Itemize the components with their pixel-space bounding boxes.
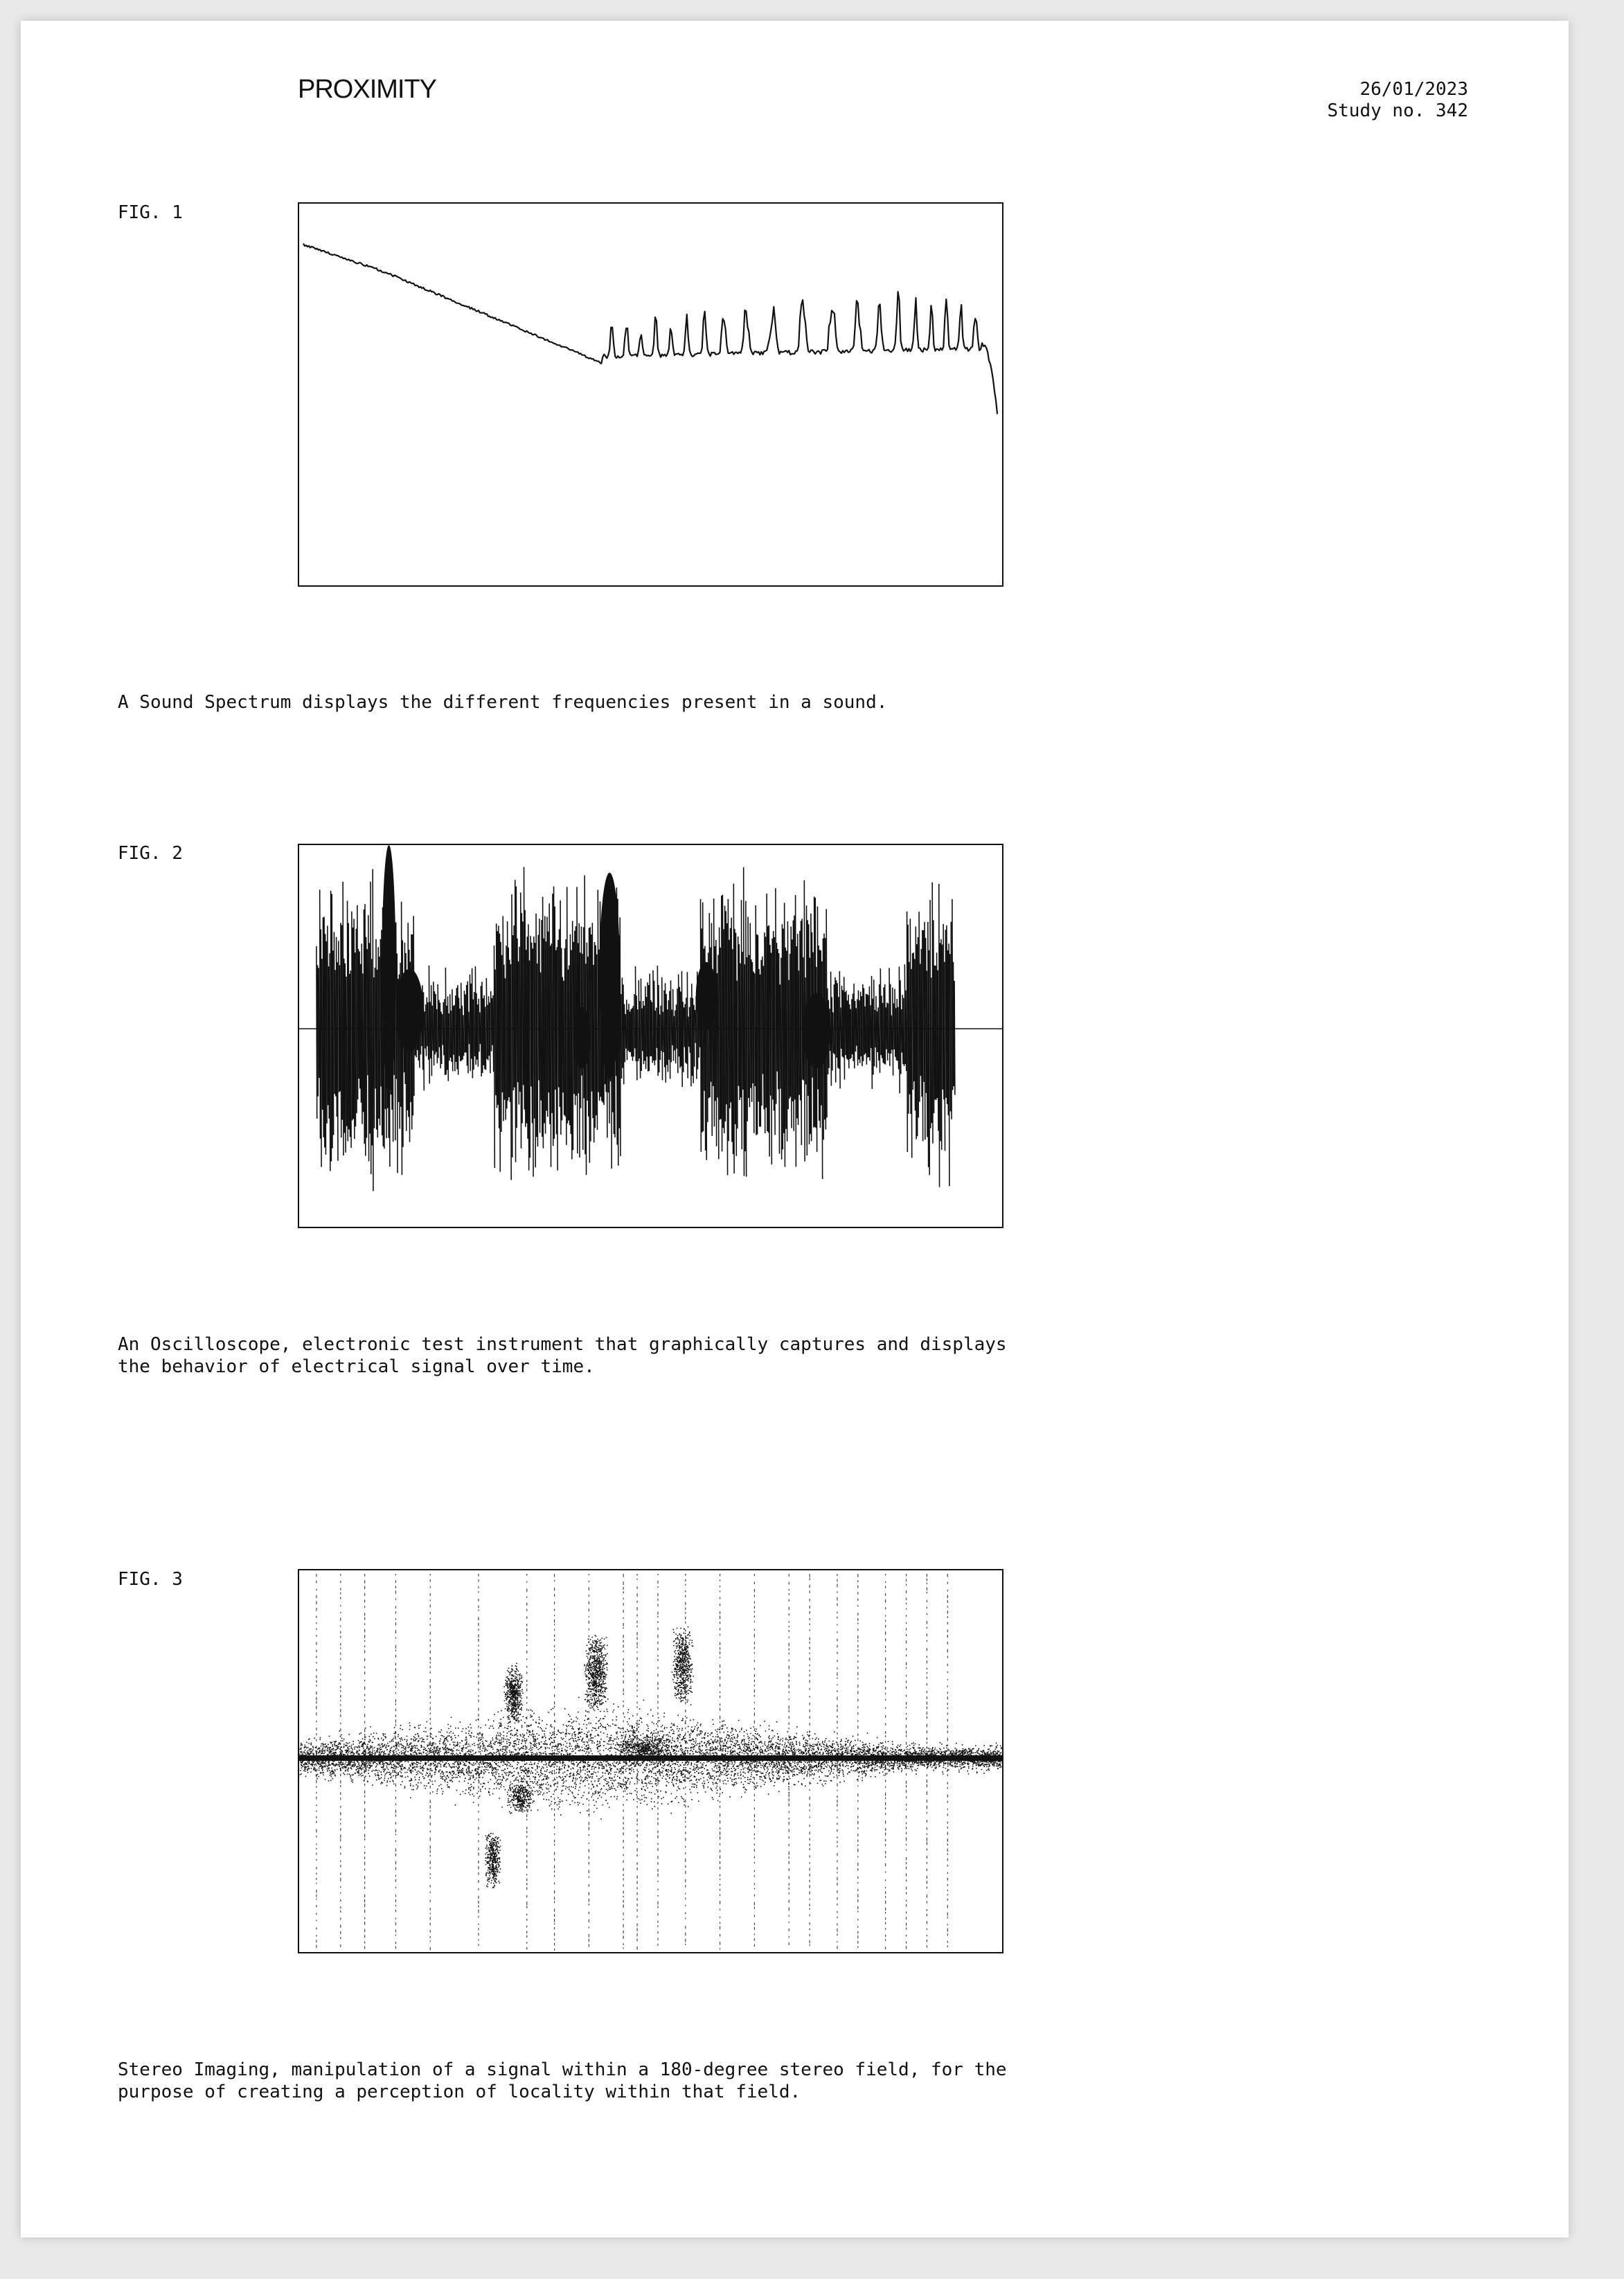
stereo-center-band xyxy=(299,1755,1002,1762)
stereo-vertical-traces xyxy=(316,1573,948,1951)
fig-1-caption: A Sound Spectrum displays the different … xyxy=(118,692,888,713)
fig-3-caption: Stereo Imaging, manipulation of a signal… xyxy=(118,2059,1007,2102)
spectrum-plot xyxy=(303,243,999,414)
stereo-scatter-points xyxy=(299,1626,1002,1888)
oscilloscope-dense-region xyxy=(803,993,830,1069)
fig-2-oscilloscope-frame xyxy=(298,844,1003,1228)
document-date: 26/01/2023 xyxy=(1359,79,1468,100)
fig-1-label: FIG. 1 xyxy=(118,202,183,223)
brand-title: PROXIMITY xyxy=(298,75,437,104)
document-page: PROXIMITY 26/01/2023 Study no. 342 FIG. … xyxy=(21,21,1569,2237)
stereo-scatter-cloud xyxy=(299,1626,1002,1888)
stereo-trace-lines xyxy=(316,1573,948,1951)
fig-3-stereo-frame xyxy=(298,1569,1003,1953)
oscilloscope-trace xyxy=(316,845,956,1191)
spectrum-line xyxy=(303,243,999,414)
fig-2-label: FIG. 2 xyxy=(118,843,183,864)
oscilloscope-plot xyxy=(299,845,1002,1191)
fig-3-label: FIG. 3 xyxy=(118,1569,183,1590)
study-number: Study no. 342 xyxy=(1327,100,1469,121)
oscilloscope-dense-region xyxy=(573,1007,591,1069)
oscilloscope-dense-region xyxy=(599,872,621,1079)
oscilloscope-dense-region xyxy=(395,968,424,1052)
oscilloscope-dense-region xyxy=(382,845,396,1093)
stereo-imaging-plot xyxy=(299,1573,1002,1951)
fig-2-caption: An Oscilloscope, electronic test instrum… xyxy=(118,1334,1007,1377)
document-meta: 26/01/2023 Study no. 342 xyxy=(1328,79,1469,122)
oscilloscope-dense-region xyxy=(695,961,717,1031)
fig-1-spectrum-frame xyxy=(298,202,1003,587)
